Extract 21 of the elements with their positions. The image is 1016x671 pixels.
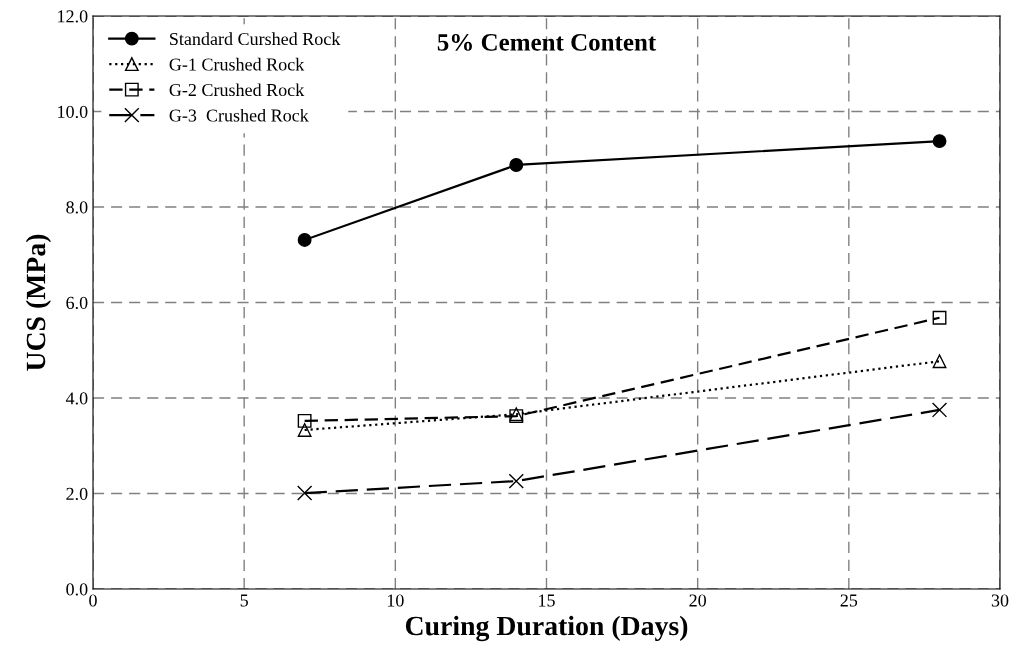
legend-label: Standard Curshed Rock [170,32,341,46]
y-tick-label: 0.0 [66,583,88,596]
y-axis-title: UCS (MPa) [25,234,51,371]
x-tick-label: 30 [991,594,1009,607]
x-tick-label: 5 [240,594,248,607]
legend-label: G-1 Crushed Rock [169,57,305,71]
y-tick-label: 10.0 [58,105,88,119]
legend-label: G-3 Crushed Rock [169,108,309,122]
x-tick-label: 20 [689,594,707,607]
y-tick-label: 2.0 [66,487,88,501]
x-tick-label: 25 [840,594,858,607]
x-tick-label: 0 [89,594,97,607]
y-tick-label: 12.0 [58,10,88,23]
x-tick-label: 10 [387,594,404,607]
x-axis-title: Curing Duration (Days) [405,615,688,642]
y-tick-label: 6.0 [66,296,88,310]
x-tick-label: 15 [539,594,555,607]
y-tick-label: 8.0 [66,201,88,214]
legend-label: G-2 Crushed Rock [169,83,305,97]
y-tick-label: 4.0 [65,392,88,405]
text: 5% Cement Content [437,33,657,51]
